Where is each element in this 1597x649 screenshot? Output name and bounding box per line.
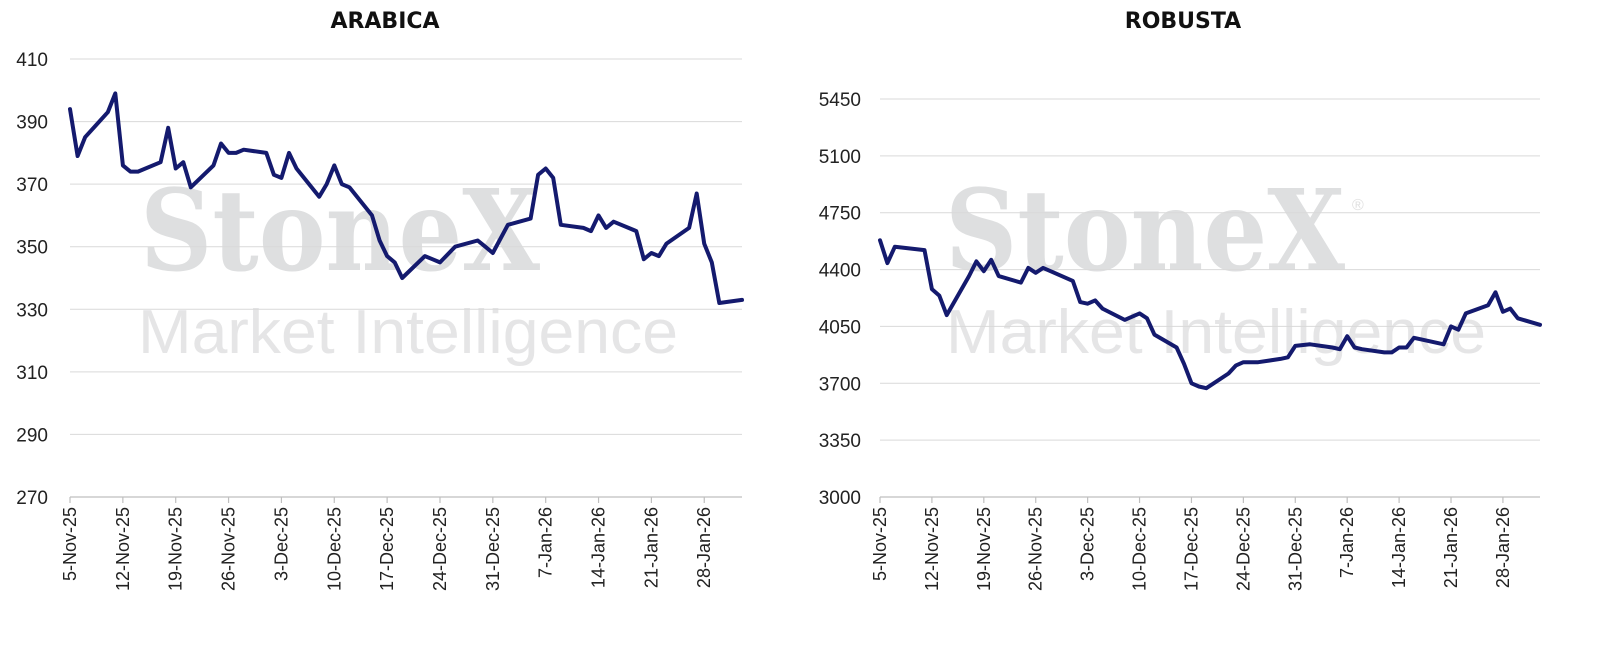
y-tick-label: 5450 <box>819 90 861 111</box>
y-gridlines <box>880 98 1540 441</box>
chart-title: ARABICA <box>330 9 439 34</box>
x-tick-label: 7-Jan-26 <box>1337 507 1357 578</box>
x-tick-label: 5-Nov-25 <box>60 507 80 581</box>
x-tick-label: 31-Dec-25 <box>1285 507 1305 591</box>
watermark-subtitle: Market Intelligence <box>946 298 1486 367</box>
x-tick-label: 12-Nov-25 <box>922 507 942 591</box>
watermark-logo: StoneX <box>140 166 540 297</box>
watermark-registered-mark: ® <box>1352 197 1364 214</box>
y-tick-label: 3350 <box>819 431 861 452</box>
watermark: StoneX ® Market Intelligence <box>945 166 1486 367</box>
y-tick-label: 330 <box>16 300 48 321</box>
x-tick-label: 17-Dec-25 <box>1181 507 1201 591</box>
y-tick-label: 3700 <box>819 374 861 395</box>
chart-title: ROBUSTA <box>1125 9 1241 34</box>
y-tick-label: 4400 <box>819 261 861 282</box>
y-tick-label: 3000 <box>819 488 861 509</box>
y-tick-labels: 270 290 310 330 350 370 390 410 <box>16 50 48 509</box>
y-tick-label: 4050 <box>819 317 861 338</box>
series-line <box>68 91 744 305</box>
y-tick-label: 390 <box>16 113 48 134</box>
watermark: StoneX Market Intelligence <box>138 166 678 367</box>
x-tick-label: 21-Jan-26 <box>641 507 661 588</box>
watermark-logo: StoneX <box>945 166 1345 297</box>
x-tick-label: 28-Jan-26 <box>1493 507 1513 588</box>
series-layer <box>68 91 744 305</box>
x-tick-label: 19-Nov-25 <box>974 507 994 591</box>
x-tick-label: 26-Nov-25 <box>219 507 239 591</box>
arabica-chart: StoneX Market Intelligence ARABICA 270 29… <box>16 9 744 591</box>
y-tick-label: 290 <box>16 425 48 446</box>
x-tick-label: 17-Dec-25 <box>377 507 397 591</box>
x-tick-label: 14-Jan-26 <box>1389 507 1409 588</box>
robusta-chart: StoneX ® Market Intelligence ROBUSTA 300… <box>819 9 1542 591</box>
x-tick-label: 7-Jan-26 <box>536 507 556 578</box>
x-tick-label: 24-Dec-25 <box>430 507 450 591</box>
x-tick-label: 5-Nov-25 <box>870 507 890 581</box>
x-tick-label: 3-Dec-25 <box>1078 507 1098 581</box>
x-tick-label: 24-Dec-25 <box>1233 507 1253 591</box>
y-tick-label: 410 <box>16 50 48 71</box>
y-tick-labels: 3000 3350 3700 4050 4400 4750 5100 5450 <box>819 90 861 509</box>
y-tick-label: 4750 <box>819 204 861 225</box>
y-tick-label: 5100 <box>819 147 861 168</box>
series-line <box>878 238 1542 391</box>
y-tick-label: 350 <box>16 238 48 259</box>
series-layer <box>878 238 1542 391</box>
x-tick-label: 10-Dec-25 <box>1130 507 1150 591</box>
watermark-subtitle: Market Intelligence <box>138 298 678 367</box>
x-tick-label: 10-Dec-25 <box>324 507 344 591</box>
y-tick-label: 270 <box>16 488 48 509</box>
x-tick-label: 12-Nov-25 <box>113 507 133 591</box>
x-axis: 5-Nov-25 12-Nov-25 19-Nov-25 26-Nov-25 3-Dec… <box>870 496 1540 591</box>
y-tick-label: 310 <box>16 363 48 384</box>
x-tick-label: 28-Jan-26 <box>694 507 714 588</box>
x-tick-label: 21-Jan-26 <box>1441 507 1461 588</box>
y-gridlines <box>70 58 742 435</box>
y-tick-label: 370 <box>16 175 48 196</box>
x-tick-label: 14-Jan-26 <box>589 507 609 588</box>
x-tick-label: 3-Dec-25 <box>271 507 291 581</box>
x-tick-label: 19-Nov-25 <box>166 507 186 591</box>
x-tick-label: 31-Dec-25 <box>483 507 503 591</box>
x-axis: 5-Nov-25 12-Nov-25 19-Nov-25 26-Nov-25 3-Dec… <box>60 496 742 591</box>
x-tick-label: 26-Nov-25 <box>1026 507 1046 591</box>
